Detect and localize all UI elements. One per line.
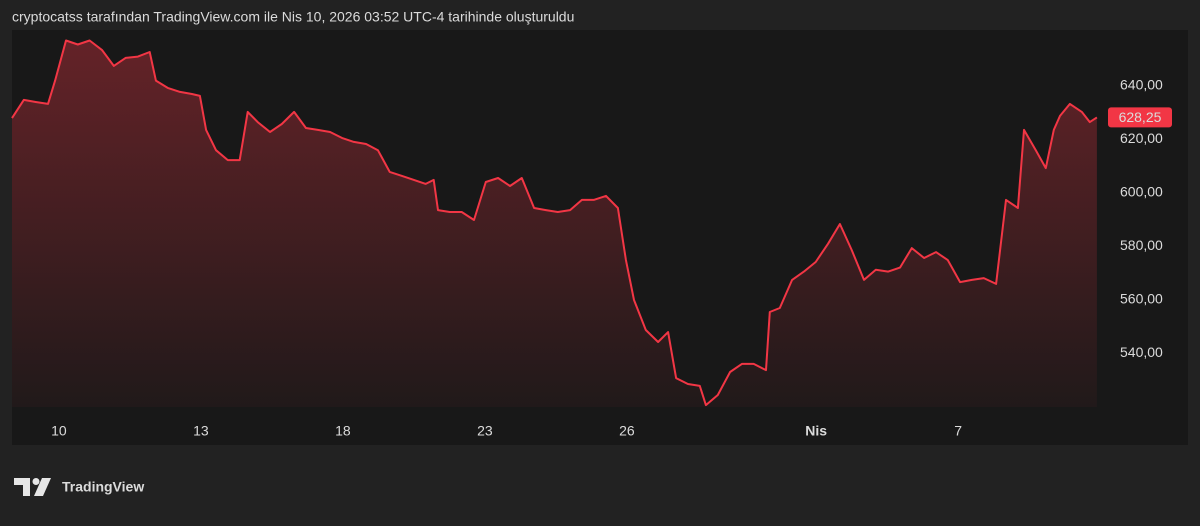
brand-name: TradingView (62, 479, 144, 495)
y-tick-label: 640,00 (1120, 77, 1163, 93)
y-tick-label: 560,00 (1120, 291, 1163, 307)
x-tick-label: 7 (954, 423, 962, 439)
y-tick-label: 540,00 (1120, 344, 1163, 360)
logo-dot (32, 478, 40, 485)
logo-shape (14, 478, 30, 496)
chart-title: cryptocatss tarafından TradingView.com i… (12, 9, 574, 25)
y-tick-label: 600,00 (1120, 184, 1163, 200)
logo-shape (34, 478, 51, 496)
area-fill (12, 40, 1097, 407)
x-tick-label: Nis (805, 423, 827, 439)
x-tick-label: 13 (193, 423, 209, 439)
x-tick-label: 18 (335, 423, 351, 439)
x-tick-label: 23 (477, 423, 493, 439)
x-tick-label: 10 (51, 423, 67, 439)
last-price-badge (1108, 107, 1172, 128)
y-tick-label: 580,00 (1120, 237, 1163, 253)
last-price-label: 628,25 (1119, 109, 1162, 125)
x-tick-label: 26 (619, 423, 635, 439)
price-line (11, 39, 1098, 407)
y-tick-label: 620,00 (1120, 130, 1163, 146)
brand-logo (14, 478, 51, 496)
